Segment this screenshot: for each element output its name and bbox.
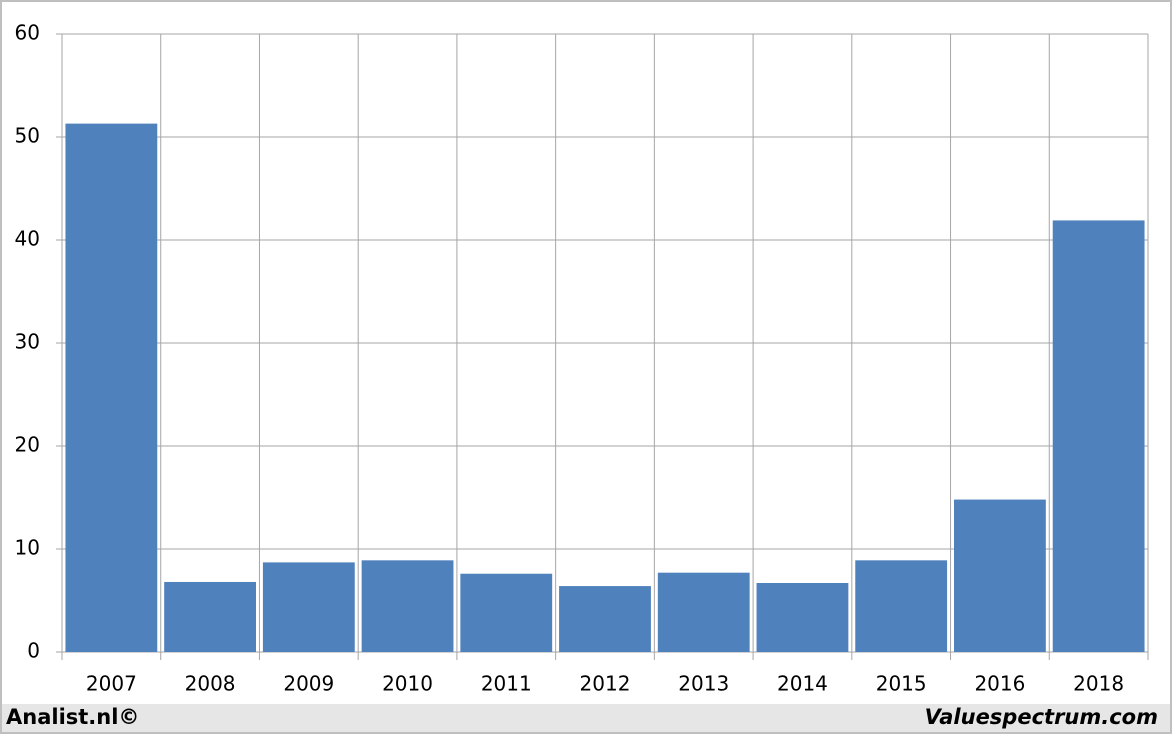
bar: [262, 562, 355, 652]
x-tick-label: 2011: [481, 672, 532, 696]
x-tick-label: 2018: [1073, 672, 1124, 696]
x-tick-label: 2009: [283, 672, 334, 696]
x-tick-label: 2016: [974, 672, 1025, 696]
bar: [1052, 220, 1145, 652]
bar: [164, 581, 256, 652]
y-tick-label: 40: [15, 227, 40, 251]
x-tick-label: 2010: [382, 672, 433, 696]
y-tick-label: 0: [27, 639, 40, 663]
bar: [954, 499, 1046, 652]
y-tick-label: 60: [15, 21, 40, 45]
bar: [65, 123, 158, 653]
source-label: Analist.nl©: [6, 705, 139, 729]
bar: [657, 572, 750, 652]
y-tick-label: 20: [15, 433, 40, 457]
x-tick-label: 2008: [185, 672, 236, 696]
x-tick-label: 2012: [580, 672, 631, 696]
credit-label: Valuespectrum.com: [925, 705, 1158, 729]
bar: [559, 586, 651, 652]
footer-band: [2, 704, 1170, 732]
y-tick-label: 50: [15, 124, 40, 148]
bar: [460, 573, 553, 652]
x-tick-label: 2015: [876, 672, 927, 696]
y-tick-label: 30: [15, 330, 40, 354]
x-tick-label: 2014: [777, 672, 828, 696]
y-tick-label: 10: [15, 536, 40, 560]
x-tick-label: 2013: [678, 672, 729, 696]
bar: [855, 560, 948, 652]
x-tick-label: 2007: [86, 672, 137, 696]
bar: [361, 560, 454, 652]
bar: [756, 582, 849, 652]
